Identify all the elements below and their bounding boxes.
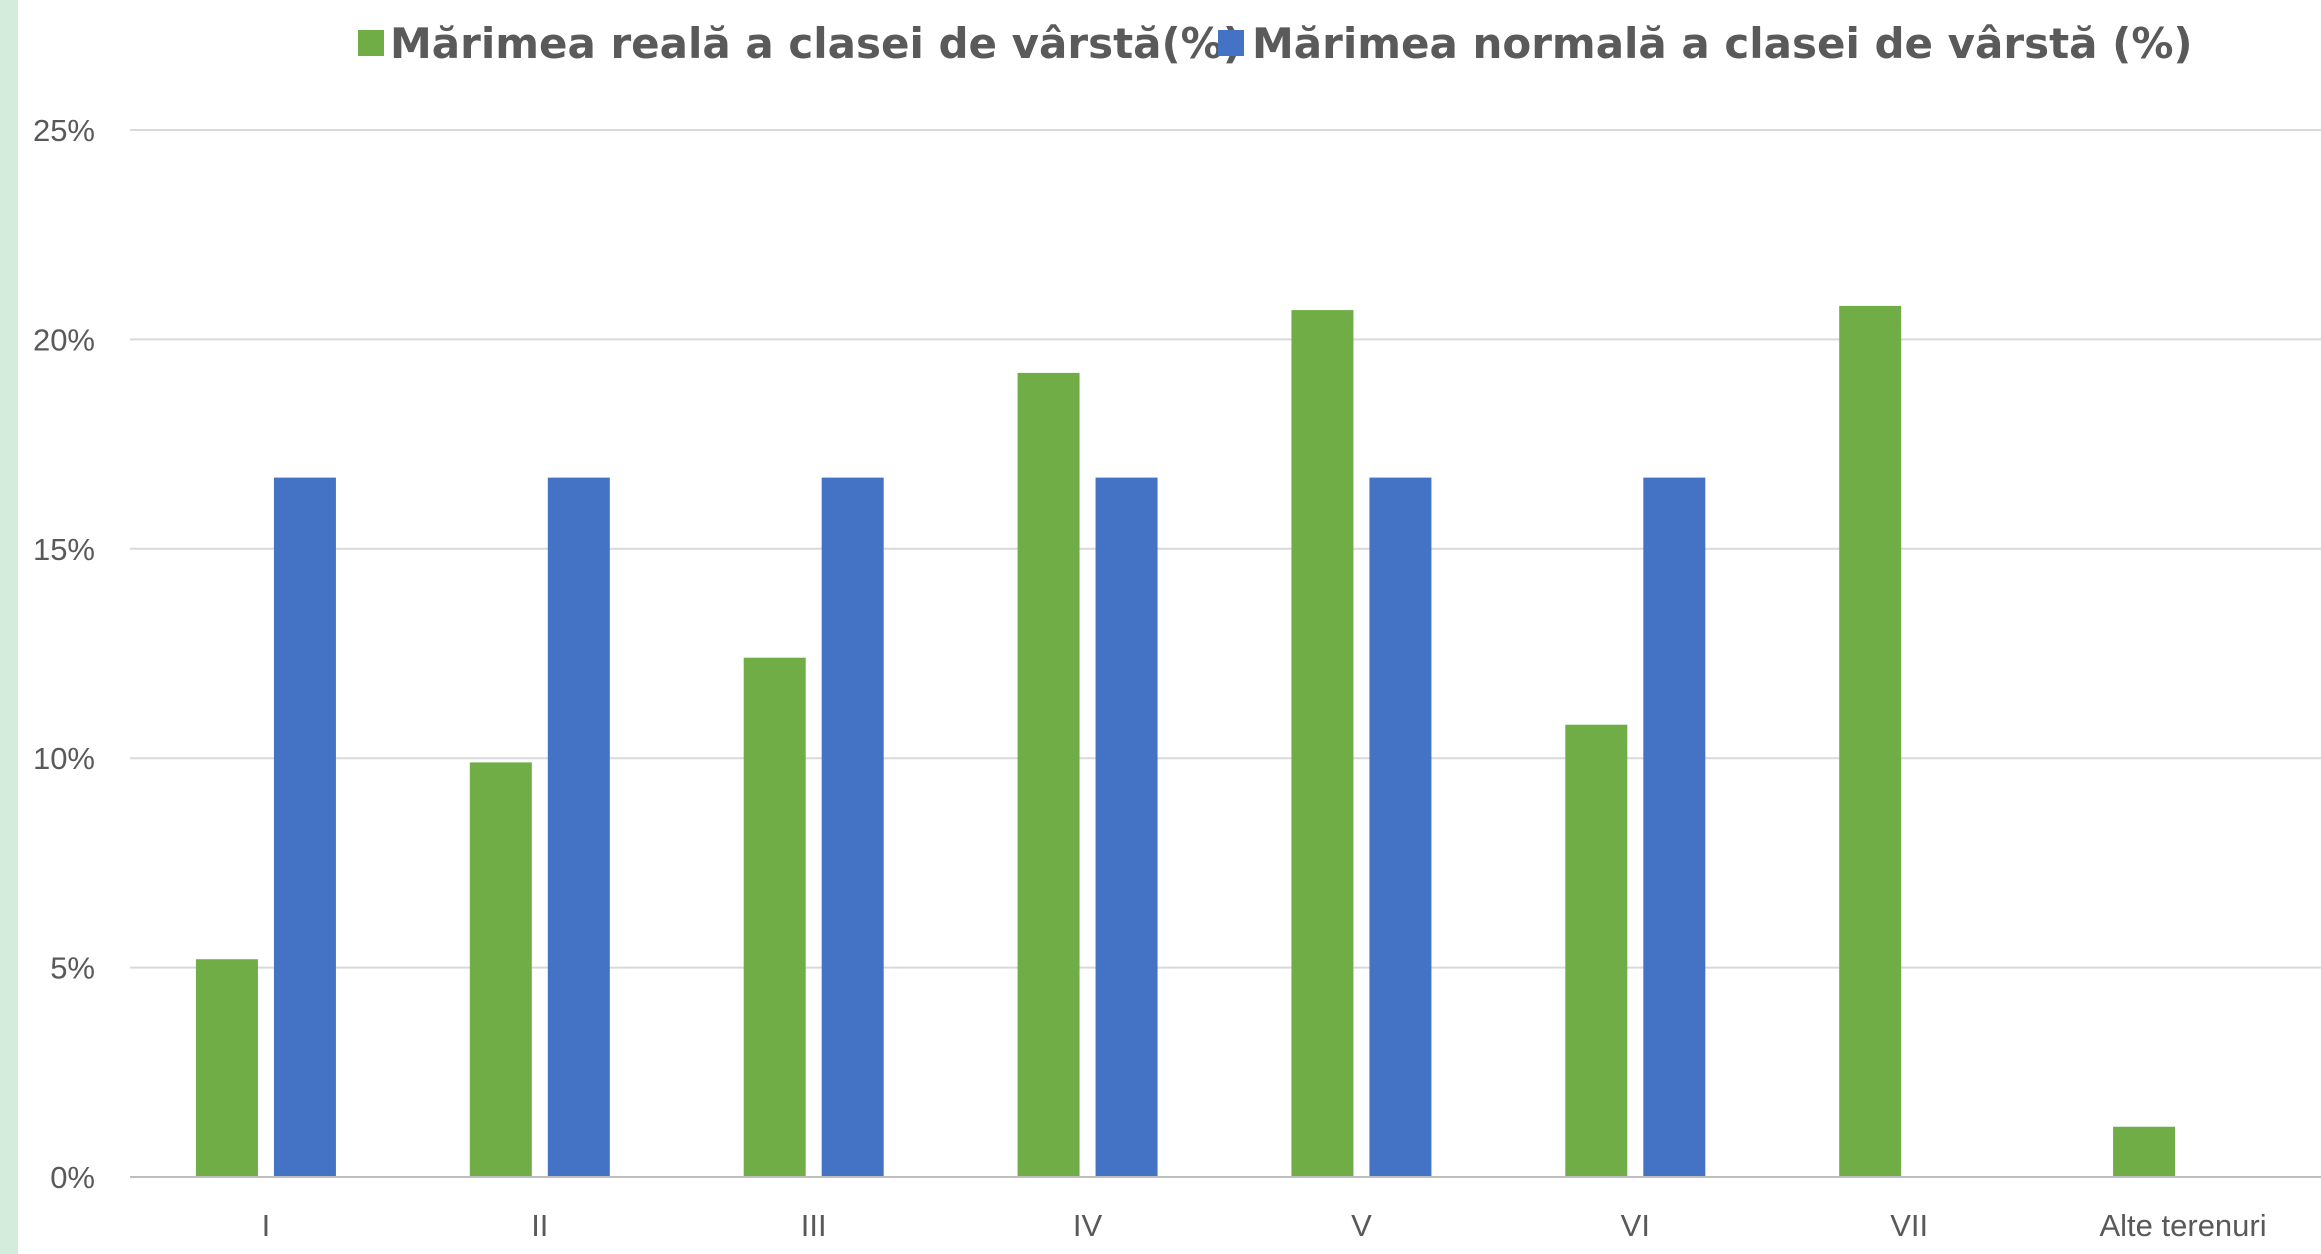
left-accent-strip <box>0 0 18 1254</box>
bar-real-2 <box>469 762 532 1177</box>
legend-label-real: Mărimea reală a clasei de vârstă(%) <box>390 19 1242 68</box>
x-tick-label: VII <box>1890 1208 1928 1243</box>
x-tick-label: I <box>262 1208 271 1243</box>
y-tick-label: 15% <box>33 532 95 567</box>
bar-real-4 <box>1017 372 1080 1177</box>
x-tick-label: II <box>531 1208 548 1243</box>
legend-swatch-normal <box>1218 30 1244 56</box>
bar-normal-4 <box>1095 477 1158 1177</box>
bar-normal-6 <box>1643 477 1706 1177</box>
bar-real-5 <box>1291 310 1354 1178</box>
bar-real-6 <box>1565 724 1628 1177</box>
chart-legend: Mărimea reală a clasei de vârstă(%) Mărim… <box>358 19 2193 68</box>
y-tick-label: 5% <box>50 951 95 986</box>
bar-normal-3 <box>821 477 884 1177</box>
x-tick-label: VI <box>1621 1208 1650 1243</box>
x-tick-label: IV <box>1073 1208 1103 1243</box>
y-tick-label: 20% <box>33 322 95 357</box>
bar-real-3 <box>743 657 806 1177</box>
legend-swatch-real <box>358 30 384 56</box>
x-tick-label: V <box>1351 1208 1372 1243</box>
y-gridlines <box>130 129 2321 969</box>
bar-normal-1 <box>273 477 336 1177</box>
x-tick-label: Alte terenuri <box>2099 1208 2266 1243</box>
y-tick-label: 10% <box>33 741 95 776</box>
bar-normal-5 <box>1369 477 1432 1177</box>
y-tick-label: 0% <box>50 1160 95 1195</box>
x-axis-ticks: I II III IV V VI VII Alte terenuri <box>262 1208 2267 1243</box>
bars-group <box>195 305 2176 1178</box>
bar-real-8 <box>2113 1126 2176 1177</box>
y-tick-label: 25% <box>33 113 95 148</box>
bar-real-7 <box>1839 305 1902 1177</box>
bar-normal-2 <box>547 477 610 1177</box>
x-tick-label: III <box>801 1208 827 1243</box>
legend-label-normal: Mărimea normală a clasei de vârstă (%) <box>1252 19 2193 68</box>
y-axis-ticks: 0% 5% 10% 15% 20% 25% <box>33 113 95 1195</box>
bar-real-1 <box>195 959 258 1177</box>
